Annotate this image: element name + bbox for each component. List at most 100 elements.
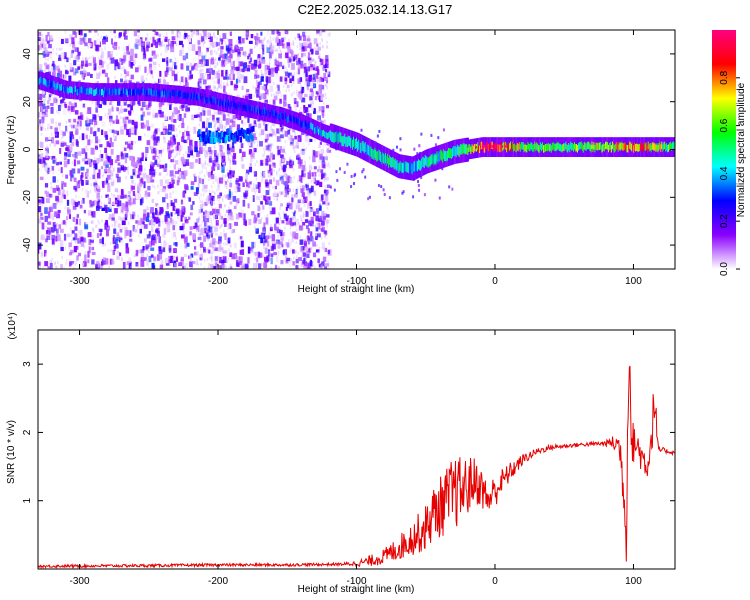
- noise-speckle: [77, 252, 82, 257]
- noise-streak: [205, 125, 208, 129]
- noise-streak: [222, 249, 224, 253]
- noise-streak: [231, 52, 233, 56]
- noise-speckle: [64, 103, 67, 109]
- noise-streak: [153, 222, 156, 226]
- noise-streak: [86, 121, 89, 125]
- noise-streak: [109, 156, 112, 160]
- noise-speckle: [288, 203, 293, 210]
- noise-speckle: [101, 237, 104, 245]
- noise-streak: [127, 169, 129, 173]
- noise-speckle: [113, 41, 118, 46]
- noise-speckle: [286, 257, 291, 262]
- noise-speckle: [279, 134, 284, 139]
- noise-streak: [199, 171, 201, 175]
- noise-speckle: [322, 64, 326, 69]
- noise-streak: [298, 203, 300, 207]
- noise-streak: [219, 123, 222, 127]
- noise-streak: [295, 241, 298, 245]
- noise-streak: [210, 50, 212, 54]
- noise-speckle: [251, 211, 255, 216]
- noise-speckle: [96, 187, 99, 191]
- noise-streak: [230, 225, 233, 229]
- noise-streak: [296, 187, 299, 191]
- noise-speckle: [85, 127, 89, 131]
- noise-speckle: [417, 183, 420, 187]
- noise-speckle: [289, 177, 294, 184]
- noise-streak: [230, 263, 232, 267]
- noise-speckle: [133, 229, 138, 233]
- noise-speckle: [117, 223, 121, 228]
- noise-speckle: [95, 146, 98, 150]
- noise-speckle: [320, 148, 324, 154]
- noise-speckle: [112, 235, 115, 241]
- noise-speckle: [201, 60, 205, 67]
- noise-speckle: [265, 145, 270, 151]
- noise-streak: [322, 67, 324, 71]
- noise-speckle: [238, 40, 242, 45]
- noise-speckle: [301, 150, 306, 158]
- noise-speckle: [63, 157, 67, 161]
- noise-streak: [228, 92, 231, 96]
- noise-speckle: [87, 139, 91, 146]
- noise-speckle: [286, 215, 289, 220]
- noise-speckle: [250, 247, 254, 253]
- noise-streak: [211, 205, 213, 209]
- noise-speckle: [180, 199, 184, 205]
- noise-speckle: [265, 217, 269, 225]
- noise-streak: [169, 66, 171, 70]
- noise-streak: [315, 180, 318, 184]
- noise-speckle: [237, 77, 240, 82]
- noise-speckle: [241, 85, 244, 91]
- noise-streak: [149, 106, 152, 110]
- noise-speckle: [172, 151, 177, 156]
- noise-speckle: [163, 168, 167, 172]
- noise-streak: [199, 64, 201, 68]
- noise-streak: [211, 257, 213, 261]
- noise-speckle: [241, 249, 245, 255]
- noise-streak: [215, 215, 218, 219]
- noise-speckle: [377, 184, 380, 188]
- noise-speckle: [47, 221, 52, 225]
- noise-speckle: [203, 221, 207, 227]
- noise-streak: [227, 72, 230, 76]
- noise-speckle: [317, 46, 322, 51]
- noise-streak: [211, 149, 213, 153]
- noise-speckle: [260, 54, 263, 59]
- noise-speckle: [417, 179, 420, 183]
- noise-streak: [159, 159, 161, 163]
- noise-speckle: [138, 136, 142, 141]
- noise-streak: [214, 128, 217, 132]
- noise-speckle: [197, 236, 202, 241]
- noise-speckle: [261, 44, 265, 49]
- noise-streak: [309, 230, 311, 234]
- noise-speckle: [176, 30, 180, 33]
- noise-speckle: [141, 41, 146, 47]
- noise-speckle: [281, 126, 284, 130]
- noise-speckle: [279, 232, 284, 237]
- noise-speckle: [115, 115, 118, 121]
- noise-streak: [256, 260, 259, 264]
- noise-speckle: [107, 185, 111, 192]
- noise-speckle: [150, 135, 153, 139]
- noise-speckle: [48, 207, 52, 213]
- noise-streak: [288, 200, 291, 204]
- noise-speckle: [157, 218, 161, 223]
- noise-streak: [208, 178, 210, 182]
- noise-streak: [213, 166, 216, 170]
- noise-streak: [289, 75, 291, 79]
- noise-speckle: [207, 73, 211, 80]
- noise-streak: [204, 214, 206, 218]
- noise-speckle: [194, 141, 198, 148]
- noise-speckle: [324, 230, 328, 236]
- noise-streak: [203, 80, 206, 84]
- noise-streak: [292, 239, 294, 243]
- noise-streak: [221, 199, 224, 203]
- noise-speckle: [73, 200, 76, 205]
- noise-speckle: [167, 142, 170, 150]
- noise-speckle: [267, 143, 272, 149]
- noise-streak: [221, 223, 224, 227]
- noise-speckle: [194, 246, 197, 250]
- noise-streak: [268, 146, 271, 150]
- noise-streak: [66, 259, 68, 263]
- noise-speckle: [95, 107, 99, 113]
